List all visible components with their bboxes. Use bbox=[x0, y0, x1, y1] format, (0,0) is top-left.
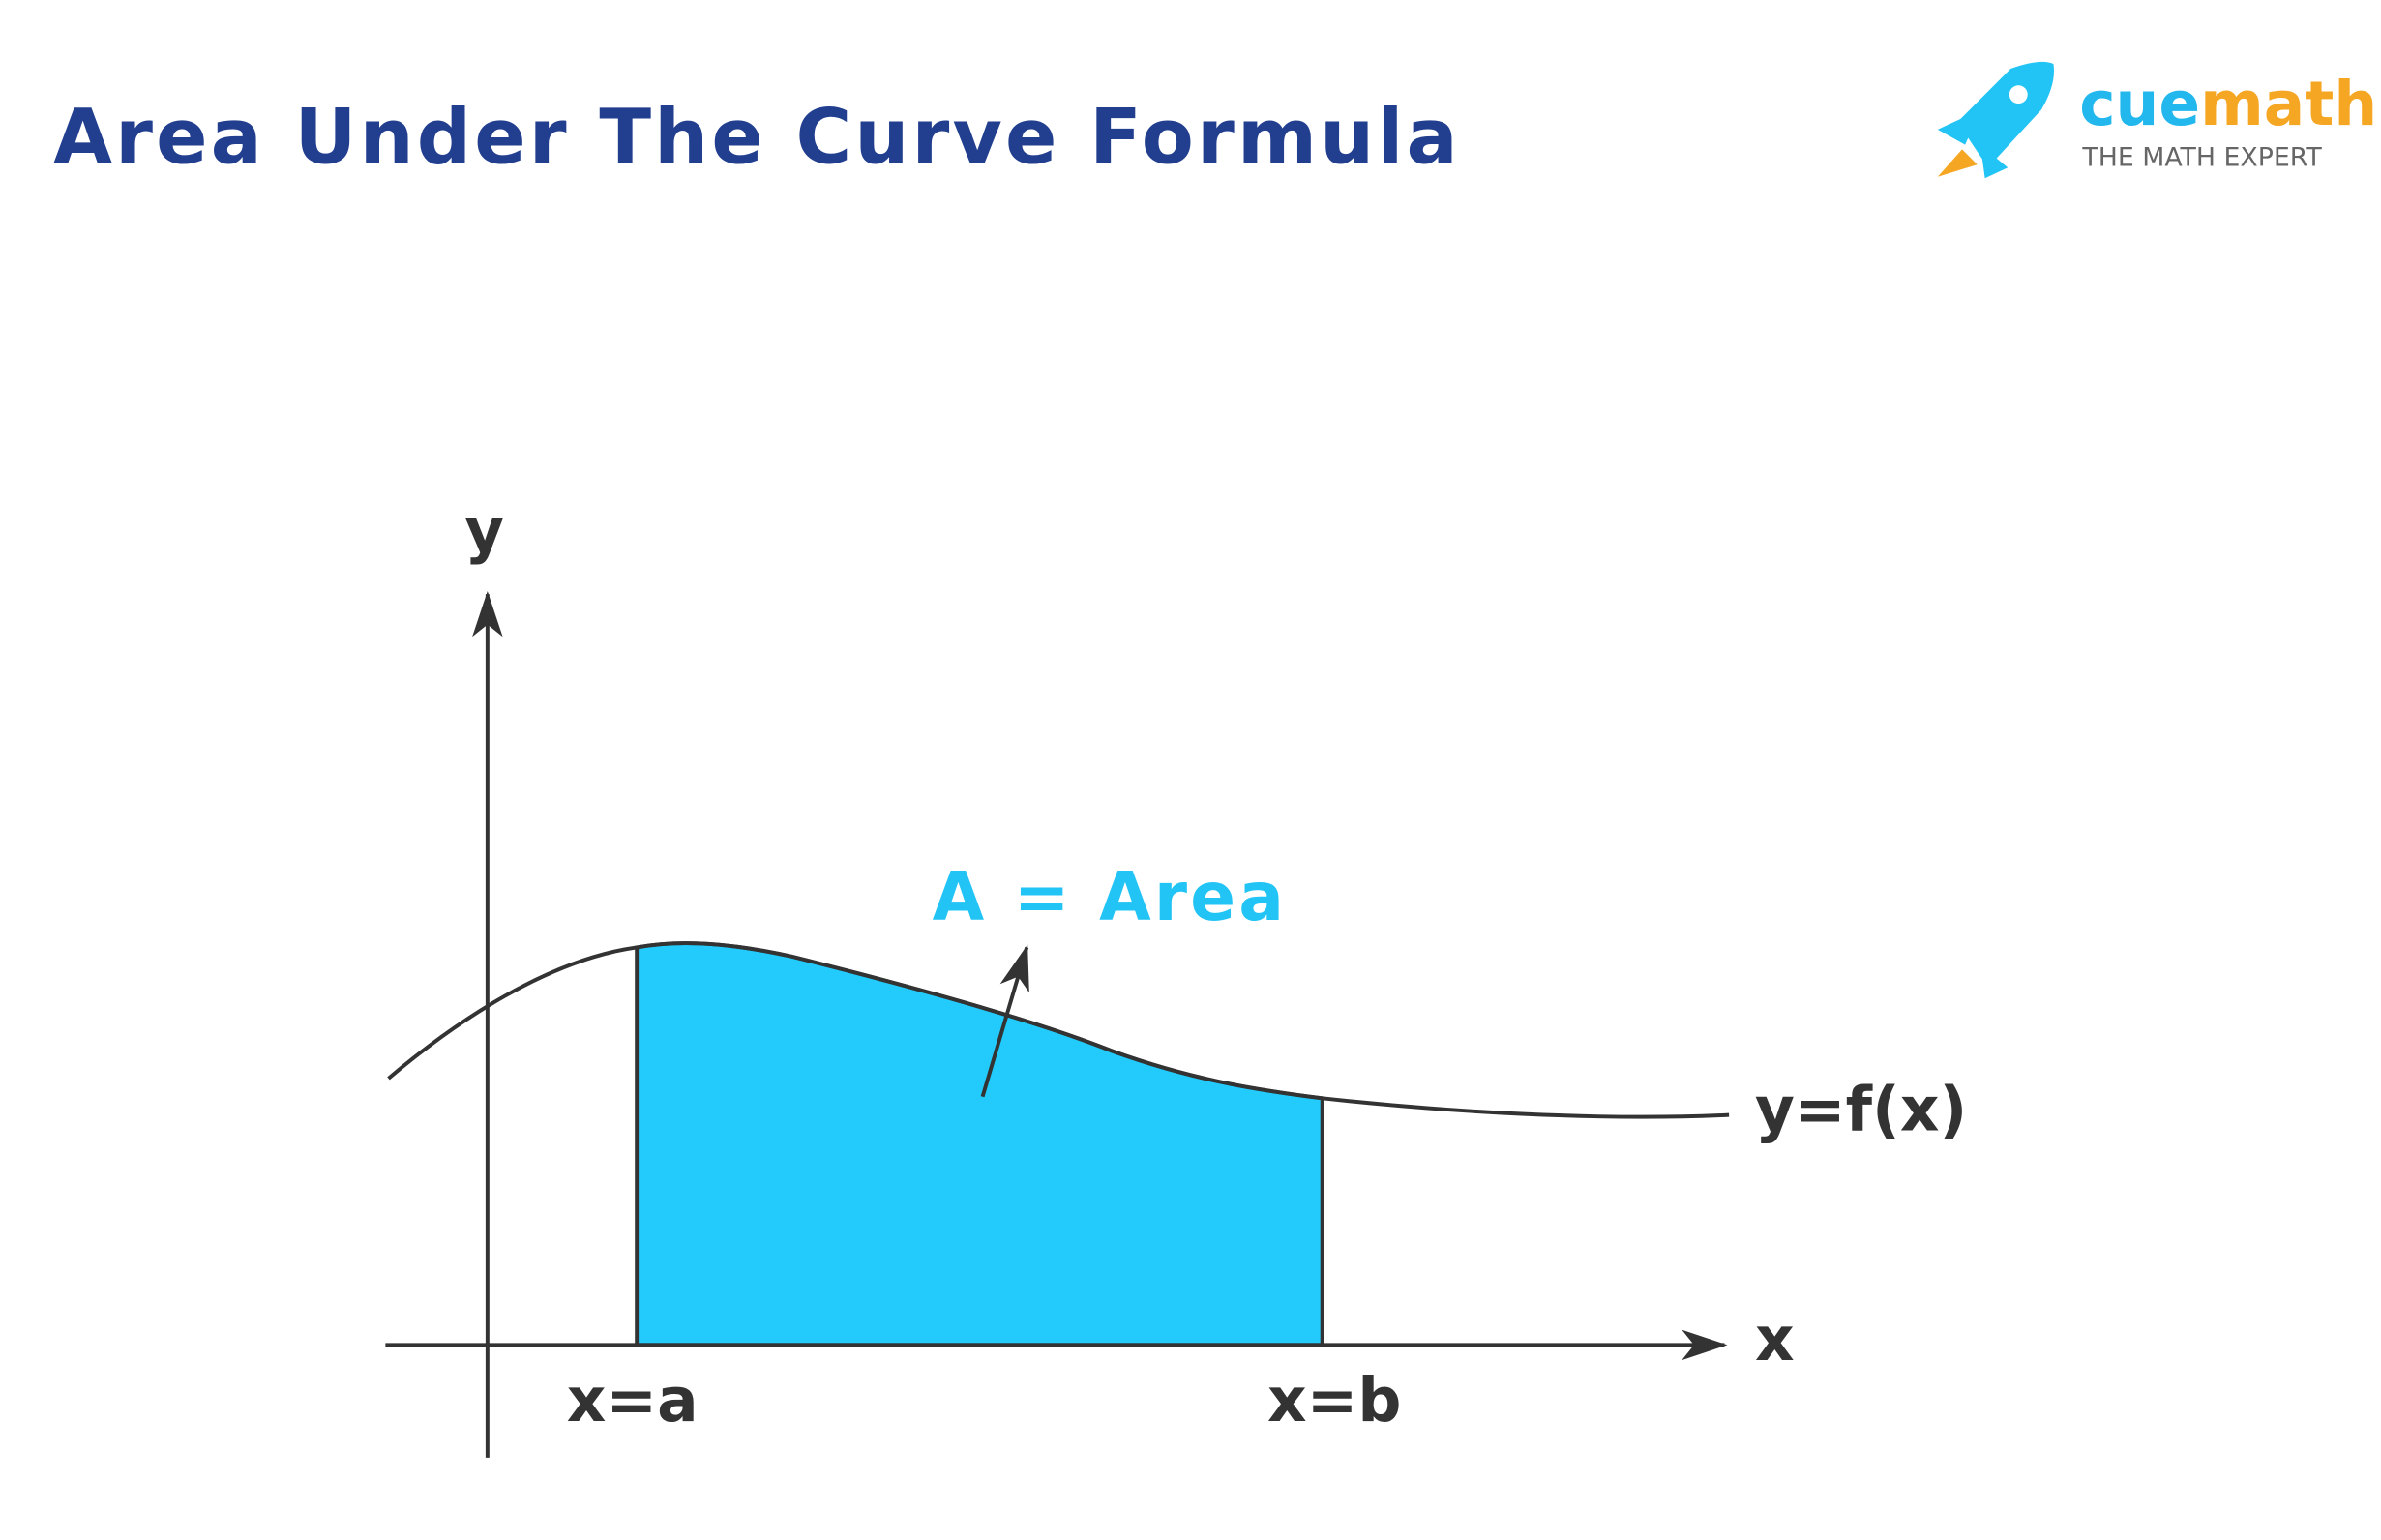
upper-bound-label: x=b bbox=[1267, 1365, 1401, 1436]
curve-label: y=f(x) bbox=[1755, 1074, 1967, 1144]
logo: cuemath THE MATH EXPERT bbox=[1937, 61, 2377, 179]
rocket-body bbox=[1957, 61, 2054, 168]
rocket-fin bbox=[1979, 144, 2009, 179]
lower-bound-label: x=a bbox=[567, 1365, 699, 1436]
title: Area Under The Curve Formula bbox=[53, 93, 1461, 182]
area-label: A = Area bbox=[933, 859, 1288, 936]
rocket-window bbox=[2009, 85, 2028, 104]
rocket-flame bbox=[1937, 149, 1978, 177]
pointer-arrow bbox=[980, 944, 1029, 1098]
curve bbox=[387, 941, 1730, 1119]
rocket-fin bbox=[1937, 109, 1980, 145]
brand-math: math bbox=[2200, 69, 2377, 139]
x-axis-label: x bbox=[1755, 1304, 1795, 1375]
brand-cue: cue bbox=[2079, 69, 2200, 139]
brand: cuemath bbox=[2079, 69, 2377, 139]
tagline: THE MATH EXPERT bbox=[2081, 143, 2322, 173]
y-axis-label: y bbox=[464, 495, 504, 566]
